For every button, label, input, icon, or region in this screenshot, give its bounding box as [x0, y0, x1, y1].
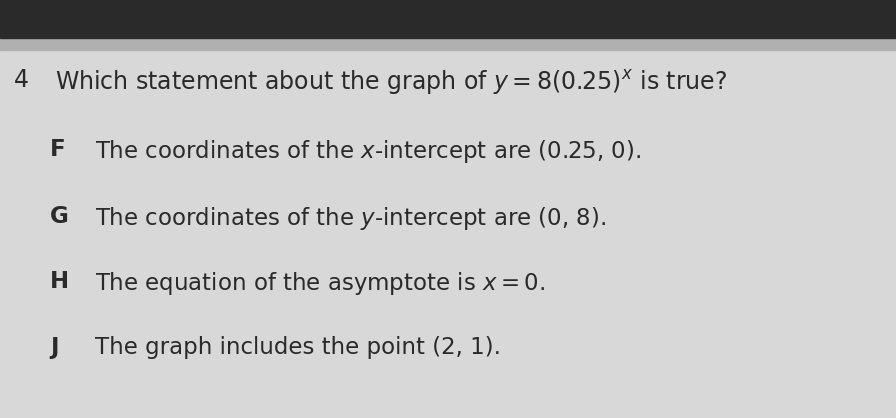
Text: The coordinates of the $y$-intercept are (0, 8).: The coordinates of the $y$-intercept are… [95, 205, 607, 232]
Bar [0, 38, 896, 50]
Text: F: F [50, 138, 65, 161]
Text: H: H [50, 270, 69, 293]
Text: 4: 4 [14, 68, 29, 92]
Text: G: G [50, 205, 69, 228]
Bar [0, 0, 896, 38]
Text: Which statement about the graph of $y = 8(0.25)^{x}$ is true?: Which statement about the graph of $y = … [55, 68, 728, 97]
Text: The graph includes the point (2, 1).: The graph includes the point (2, 1). [95, 336, 501, 359]
Text: J: J [50, 336, 58, 359]
Text: The equation of the asymptote is $x = 0$.: The equation of the asymptote is $x = 0$… [95, 270, 546, 297]
Text: The coordinates of the $x$-intercept are (0.25, 0).: The coordinates of the $x$-intercept are… [95, 138, 642, 165]
